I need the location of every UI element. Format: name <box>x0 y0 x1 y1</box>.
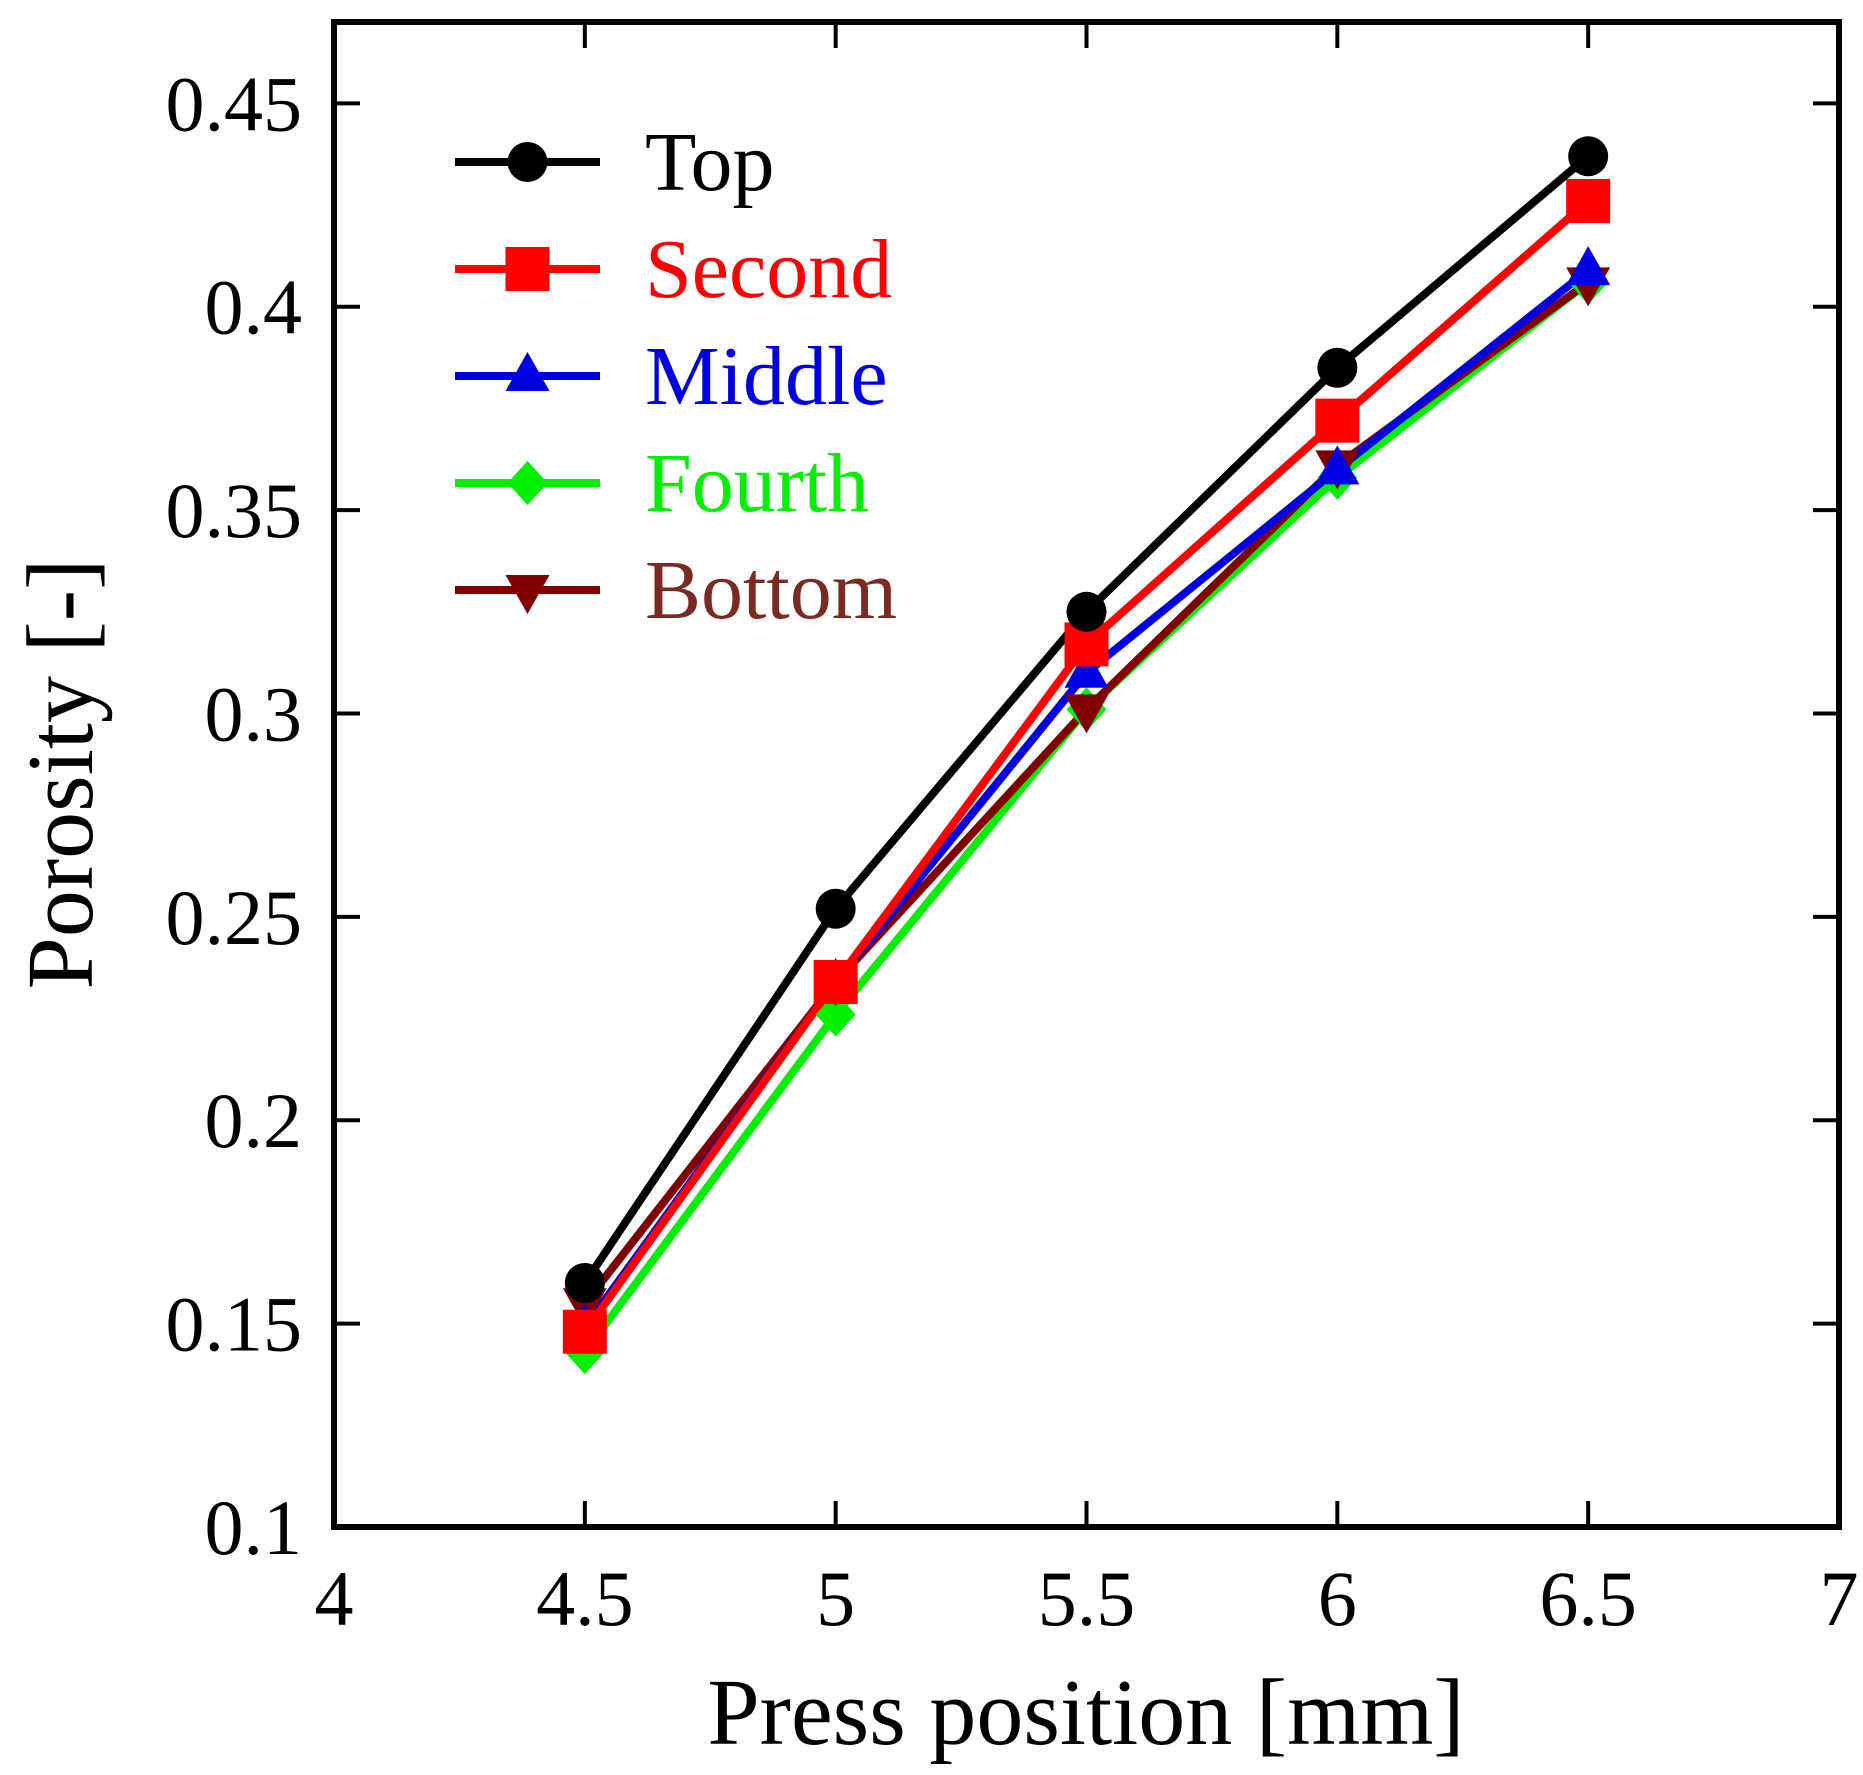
data-point-top <box>564 1262 605 1303</box>
data-point-middle <box>1566 246 1611 286</box>
y-tick-label: 0.4 <box>205 264 303 351</box>
y-tick-label: 0.35 <box>166 467 303 554</box>
legend-marker-top <box>507 142 548 182</box>
data-point-second <box>562 1309 607 1354</box>
legend: Top Second Middle Fourth Bottom <box>455 116 897 637</box>
x-tick-label: 5.5 <box>1038 1555 1136 1642</box>
x-tick-label: 5 <box>816 1555 855 1642</box>
data-point-middle <box>1064 648 1109 688</box>
plot-frame <box>331 19 1842 1530</box>
data-point-top <box>1066 591 1107 632</box>
x-tick-label: 4 <box>315 1555 354 1642</box>
data-point-second <box>1566 178 1611 223</box>
x-tick-label: 6 <box>1318 1555 1357 1642</box>
x-tick-labels: 4 4.5 5 5.5 6 6.5 7 <box>315 1555 1859 1642</box>
data-point-middle <box>1315 445 1360 485</box>
data-point-bottom <box>1064 694 1109 734</box>
x-tick-label: 7 <box>1820 1555 1859 1642</box>
y-tick-label: 0.3 <box>205 670 303 757</box>
y-tick-labels: 0.1 0.15 0.2 0.25 0.3 0.35 0.4 0.45 <box>166 60 303 1571</box>
legend-label-top: Top <box>645 116 774 209</box>
data-point-top <box>815 888 856 929</box>
data-point-top <box>1568 136 1609 177</box>
legend-label-bottom: Bottom <box>645 544 897 637</box>
data-point-top <box>1317 347 1358 388</box>
x-tick-label: 4.5 <box>536 1555 634 1642</box>
legend-label-fourth: Fourth <box>645 437 869 530</box>
x-tick-label: 6.5 <box>1539 1555 1637 1642</box>
legend-marker-middle <box>505 352 550 391</box>
y-tick-label: 0.2 <box>205 1077 303 1164</box>
legend-marker-second <box>505 247 550 291</box>
legend-marker-fourth <box>507 461 548 505</box>
y-axis-title: Porosity [-] <box>9 559 113 990</box>
legend-label-middle: Middle <box>645 330 888 423</box>
x-axis-title: Press position [mm] <box>707 1661 1464 1765</box>
legend-label-second: Second <box>645 223 892 316</box>
y-tick-label: 0.1 <box>205 1484 303 1571</box>
data-point-second <box>813 959 858 1004</box>
data-point-second <box>1315 398 1360 443</box>
series-markers <box>562 136 1611 1375</box>
y-tick-label: 0.25 <box>166 874 303 961</box>
legend-marker-bottom <box>505 575 550 614</box>
y-tick-label: 0.45 <box>166 60 303 147</box>
y-tick-label: 0.15 <box>166 1281 303 1368</box>
